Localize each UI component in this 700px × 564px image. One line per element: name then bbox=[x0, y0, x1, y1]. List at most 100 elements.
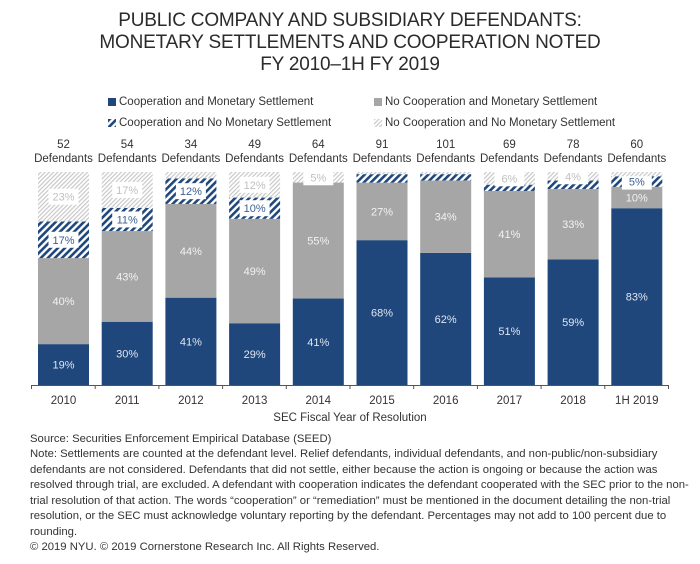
data-label: 23% bbox=[52, 192, 74, 204]
data-label-background bbox=[239, 200, 270, 217]
segment-nocoop-monetary bbox=[356, 182, 408, 241]
data-label-background bbox=[112, 181, 143, 198]
defendant-count-label: Defendants bbox=[34, 153, 93, 165]
data-label: 62% bbox=[435, 314, 457, 326]
segment-coop-nomonetary bbox=[547, 180, 599, 190]
chart-title-line-1: PUBLIC COMPANY AND SUBSIDIARY DEFENDANTS… bbox=[118, 10, 582, 31]
x-tick-label: 2013 bbox=[242, 395, 268, 407]
x-axis-title: SEC Fiscal Year of Resolution bbox=[273, 412, 426, 424]
x-tick-label: 2017 bbox=[497, 395, 523, 407]
x-tick-label: 2016 bbox=[433, 395, 459, 407]
data-label: 27% bbox=[371, 206, 393, 218]
defendant-count-label: Defendants bbox=[225, 153, 284, 165]
data-label-background bbox=[175, 183, 206, 200]
segment-nocoop-monetary bbox=[611, 186, 663, 209]
segment-coop-monetary bbox=[356, 240, 408, 385]
data-label: 6% bbox=[501, 173, 517, 185]
data-label: 34% bbox=[435, 212, 457, 224]
defendant-count: 54 bbox=[121, 139, 134, 151]
x-tick-label: 2018 bbox=[560, 395, 586, 407]
defendant-count: 34 bbox=[185, 139, 198, 151]
legend-swatch-solid-gray bbox=[374, 98, 382, 106]
data-label: 17% bbox=[52, 235, 74, 247]
segment-nocoop-nomonetary bbox=[420, 172, 472, 175]
segment-nocoop-nomonetary bbox=[356, 172, 408, 175]
data-label: 10% bbox=[244, 203, 266, 215]
defendant-count-label: Defendants bbox=[289, 153, 348, 165]
segment-coop-nomonetary bbox=[483, 184, 535, 191]
data-label-background bbox=[303, 169, 334, 186]
x-tick-label: 1H 2019 bbox=[615, 395, 658, 407]
data-label: 17% bbox=[116, 185, 138, 197]
segment-nocoop-nomonetary bbox=[165, 172, 217, 179]
segment-coop-monetary bbox=[292, 298, 344, 385]
data-label: 33% bbox=[562, 219, 584, 231]
legend-swatch-hatch-gray bbox=[374, 119, 382, 127]
defendant-count: 78 bbox=[567, 139, 580, 151]
chart-title-line-2: MONETARY SETTLEMENTS AND COOPERATION NOT… bbox=[99, 32, 601, 53]
segment-nocoop-monetary bbox=[165, 203, 217, 298]
data-label: 11% bbox=[117, 214, 138, 226]
legend-swatch-solid-blue bbox=[108, 98, 116, 106]
data-label: 19% bbox=[52, 360, 74, 372]
defendant-count: 64 bbox=[312, 139, 325, 151]
footnote: Note: Settlements are counted at the def… bbox=[30, 448, 689, 538]
legend-swatch-hatch-blue bbox=[108, 119, 116, 127]
segment-nocoop-monetary bbox=[38, 258, 89, 345]
legend-item-coop-nomonetary: Cooperation and No Monetary Settlement bbox=[108, 117, 331, 129]
data-label: 29% bbox=[244, 349, 266, 361]
x-tick-label: 2011 bbox=[115, 395, 140, 407]
defendant-count-label: Defendants bbox=[480, 153, 539, 165]
data-label: 41% bbox=[498, 229, 520, 241]
segment-coop-monetary bbox=[165, 297, 217, 385]
data-label: 41% bbox=[180, 336, 202, 348]
data-label: 12% bbox=[244, 180, 266, 192]
legend-label: No Cooperation and No Monetary Settlemen… bbox=[385, 117, 616, 129]
data-label: 68% bbox=[371, 308, 393, 320]
data-label-background bbox=[112, 211, 143, 228]
legend-item-nocoop-monetary: No Cooperation and Monetary Settlement bbox=[374, 96, 597, 108]
defendant-count: 101 bbox=[436, 139, 455, 151]
defendant-count: 52 bbox=[57, 139, 70, 151]
data-label: 4% bbox=[565, 171, 581, 183]
data-label: 10% bbox=[626, 193, 648, 205]
legend-label: No Cooperation and Monetary Settlement bbox=[385, 96, 598, 108]
stacked-bar-chart: 19% 40% 17% 23% 52 Defendants 30% 43% 11% 17% 54 De… bbox=[31, 139, 669, 424]
chart-title-line-3: FY 2010–1H FY 2019 bbox=[260, 54, 440, 75]
data-label: 43% bbox=[116, 271, 138, 283]
data-label-background bbox=[48, 231, 79, 248]
defendant-count-label: Defendants bbox=[98, 153, 157, 165]
data-label: 41% bbox=[307, 337, 329, 349]
segment-coop-monetary bbox=[547, 259, 599, 385]
defendant-count-label: Defendants bbox=[161, 153, 220, 165]
x-tick-label: 2015 bbox=[369, 395, 395, 407]
data-label-background bbox=[48, 188, 79, 205]
source-note: Source: Securities Enforcement Empirical… bbox=[30, 433, 332, 445]
data-label: 49% bbox=[244, 266, 266, 278]
legend-label: Cooperation and No Monetary Settlement bbox=[119, 117, 332, 129]
segment-coop-monetary bbox=[483, 277, 535, 385]
x-tick-label: 2014 bbox=[306, 395, 332, 407]
segment-coop-monetary bbox=[229, 323, 281, 385]
data-label: 83% bbox=[626, 292, 648, 304]
copyright: © 2019 NYU. © 2019 Cornerstone Research … bbox=[30, 541, 380, 553]
data-label: 30% bbox=[116, 348, 138, 360]
segment-nocoop-monetary bbox=[547, 189, 599, 260]
defendant-count: 60 bbox=[630, 139, 643, 151]
x-tick-label: 2010 bbox=[51, 395, 77, 407]
segment-nocoop-nomonetary bbox=[611, 172, 663, 177]
legend-item-nocoop-nomonetary: No Cooperation and No Monetary Settlemen… bbox=[374, 117, 615, 129]
segment-coop-monetary bbox=[101, 321, 153, 385]
segment-coop-monetary bbox=[38, 344, 89, 385]
defendant-count-label: Defendants bbox=[416, 153, 475, 165]
segment-coop-monetary bbox=[420, 252, 472, 385]
data-label: 40% bbox=[52, 296, 74, 308]
legend-item-coop-monetary: Cooperation and Monetary Settlement bbox=[108, 96, 313, 108]
segment-nocoop-monetary bbox=[101, 231, 153, 322]
defendant-count-label: Defendants bbox=[607, 153, 666, 165]
segment-coop-monetary bbox=[611, 208, 663, 385]
data-label: 44% bbox=[180, 246, 202, 258]
data-label-background bbox=[494, 170, 525, 187]
data-label-background bbox=[621, 173, 652, 190]
defendant-count: 91 bbox=[376, 139, 389, 151]
